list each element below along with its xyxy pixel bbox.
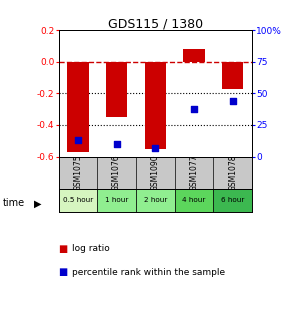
Point xyxy=(153,145,158,151)
Bar xyxy=(183,49,205,62)
Text: ■: ■ xyxy=(59,244,68,254)
Bar xyxy=(136,189,175,212)
Title: GDS115 / 1380: GDS115 / 1380 xyxy=(108,17,203,30)
Text: 1 hour: 1 hour xyxy=(105,197,128,203)
Text: 0.5 hour: 0.5 hour xyxy=(63,197,93,203)
Text: percentile rank within the sample: percentile rank within the sample xyxy=(72,268,225,277)
Text: 2 hour: 2 hour xyxy=(144,197,167,203)
Text: GSM1076: GSM1076 xyxy=(112,154,121,191)
Bar xyxy=(222,62,243,89)
Text: ▶: ▶ xyxy=(34,198,41,208)
Bar xyxy=(106,62,127,117)
Text: GSM1075: GSM1075 xyxy=(74,154,82,191)
Point xyxy=(230,98,235,104)
Bar xyxy=(213,189,252,212)
Text: GSM1078: GSM1078 xyxy=(228,154,237,191)
Bar xyxy=(175,189,213,212)
Bar xyxy=(59,189,97,212)
Point xyxy=(76,137,80,143)
Text: ■: ■ xyxy=(59,267,68,277)
Text: GSM1090: GSM1090 xyxy=(151,154,160,191)
Text: 4 hour: 4 hour xyxy=(182,197,206,203)
Text: time: time xyxy=(3,198,25,208)
Bar xyxy=(97,189,136,212)
Text: GSM1077: GSM1077 xyxy=(190,154,198,191)
Bar xyxy=(67,62,88,152)
Bar xyxy=(145,62,166,149)
Text: 6 hour: 6 hour xyxy=(221,197,244,203)
Point xyxy=(192,106,196,111)
Point xyxy=(114,141,119,146)
Text: log ratio: log ratio xyxy=(72,244,110,253)
